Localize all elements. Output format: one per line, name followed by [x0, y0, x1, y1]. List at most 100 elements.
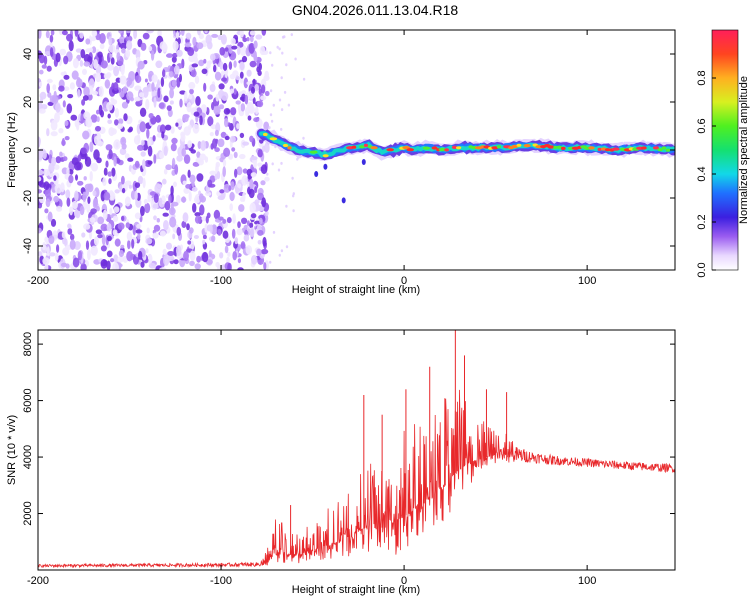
noise-speckle: [38, 108, 46, 114]
noise-speckle: [110, 191, 116, 201]
noise-speckle: [188, 191, 192, 202]
noise-speckle: [148, 73, 153, 82]
noise-speckle: [214, 129, 219, 137]
noise-speckle: [55, 102, 61, 113]
noise-speckle: [256, 248, 262, 256]
noise-speckle: [183, 187, 190, 194]
noise-speckle: [198, 59, 205, 67]
noise-speckle: [135, 75, 142, 84]
noise-speckle: [147, 253, 153, 265]
noise-speckle: [105, 144, 113, 151]
noise-speckle: [99, 33, 106, 44]
noise-speckle: [205, 215, 209, 224]
noise-speckle: [83, 223, 91, 230]
noise-speckle: [137, 144, 145, 151]
noise-speckle: [146, 227, 150, 234]
noise-speckle: [209, 224, 213, 234]
noise-speckle: [45, 30, 50, 39]
noise-speckle: [95, 72, 102, 83]
noise-speckle: [192, 203, 197, 213]
noise-speckle: [127, 157, 134, 162]
noise-speckle: [231, 45, 238, 50]
noise-speckle: [62, 156, 68, 162]
noise-speckle: [112, 215, 119, 222]
noise-speckle: [191, 181, 195, 188]
noise-speckle: [164, 124, 172, 131]
noise-speckle: [127, 239, 131, 250]
noise-speckle: [237, 183, 242, 188]
signal-blob: [361, 159, 366, 165]
noise-speckle: [84, 156, 92, 167]
noise-speckle: [83, 61, 91, 67]
noise-speckle: [74, 30, 79, 37]
noise-speckle: [222, 166, 226, 178]
noise-speckle: [163, 168, 168, 175]
noise-speckle: [285, 204, 288, 208]
noise-speckle: [50, 131, 58, 137]
noise-speckle: [254, 106, 259, 115]
noise-speckle: [235, 76, 241, 81]
noise-speckle: [75, 174, 78, 181]
noise-speckle: [83, 176, 87, 181]
noise-speckle: [302, 136, 305, 140]
noise-speckle: [82, 95, 89, 101]
noise-speckle: [251, 254, 258, 265]
signal-peak: [363, 143, 369, 147]
noise-speckle: [180, 196, 187, 203]
noise-speckle: [117, 123, 124, 130]
noise-speckle: [259, 217, 263, 225]
noise-speckle: [39, 69, 44, 75]
noise-speckle: [61, 30, 68, 36]
noise-speckle: [44, 208, 49, 214]
noise-speckle: [261, 30, 267, 36]
noise-speckle: [277, 168, 281, 172]
noise-speckle: [248, 42, 255, 54]
noise-speckle: [242, 168, 248, 174]
noise-speckle: [287, 103, 291, 107]
noise-speckle: [257, 239, 262, 245]
noise-speckle: [247, 115, 252, 121]
noise-speckle: [116, 52, 121, 61]
noise-speckle: [271, 162, 274, 166]
noise-speckle: [253, 160, 257, 169]
noise-speckle: [63, 55, 69, 65]
noise-speckle: [240, 241, 246, 250]
noise-speckle: [208, 250, 212, 258]
noise-speckle: [294, 57, 297, 61]
signal-peak: [523, 144, 531, 148]
noise-speckle: [170, 126, 175, 134]
noise-speckle: [159, 267, 167, 270]
noise-speckle: [83, 53, 91, 63]
snr-x-label: Height of straight line (km): [292, 584, 420, 596]
signal-peak: [657, 148, 663, 152]
noise-speckle: [257, 162, 263, 167]
noise-speckle: [66, 166, 70, 176]
noise-speckle: [233, 60, 237, 68]
noise-speckle: [168, 194, 172, 204]
noise-speckle: [229, 203, 233, 212]
signal-peak: [287, 146, 292, 150]
noise-speckle: [92, 90, 99, 96]
noise-speckle: [134, 212, 141, 220]
noise-speckle: [59, 48, 67, 56]
noise-speckle: [217, 138, 225, 148]
noise-speckle: [100, 245, 107, 252]
noise-speckle: [191, 186, 198, 192]
spectrogram-y-label: Frequency (Hz): [6, 112, 18, 188]
noise-speckle: [244, 94, 249, 105]
noise-speckle: [66, 33, 73, 42]
noise-speckle: [239, 153, 246, 160]
noise-speckle: [234, 237, 239, 245]
noise-speckle: [229, 88, 235, 94]
noise-speckle: [171, 137, 178, 144]
noise-speckle: [292, 194, 295, 198]
noise-speckle: [210, 124, 217, 130]
noise-speckle: [276, 45, 279, 49]
noise-speckle: [210, 53, 216, 61]
noise-speckle: [120, 42, 127, 50]
noise-speckle: [145, 237, 153, 245]
noise-speckle: [167, 255, 175, 262]
noise-speckle: [243, 77, 249, 89]
